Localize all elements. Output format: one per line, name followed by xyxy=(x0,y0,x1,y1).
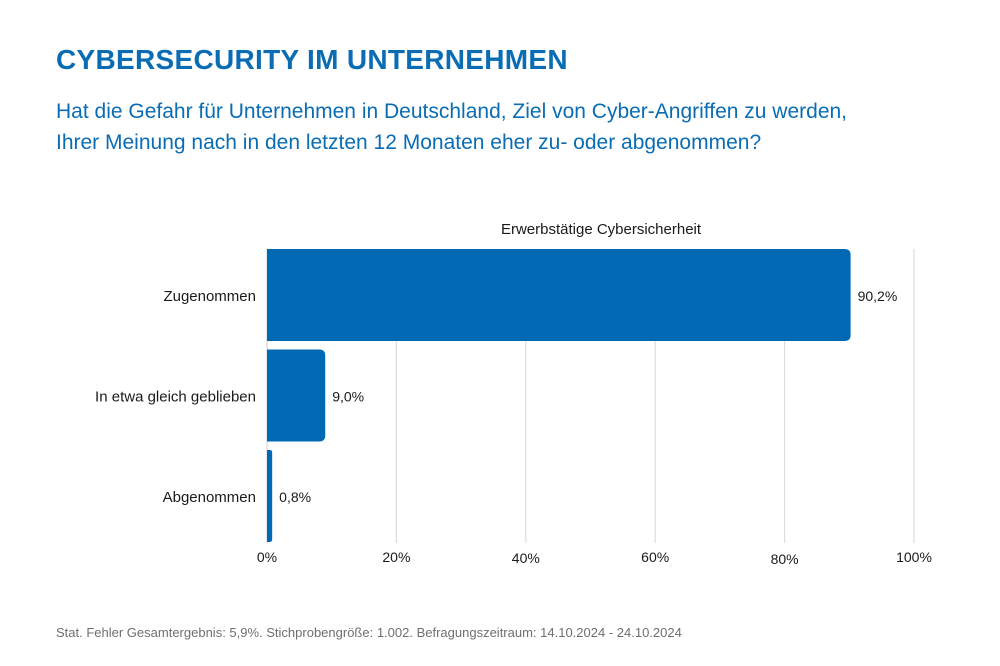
x-tick-label: 100% xyxy=(896,549,932,565)
x-tick-label: 0% xyxy=(257,549,277,565)
bar-2 xyxy=(267,450,273,542)
bar-0 xyxy=(267,249,851,341)
x-axis-ticks: 0% 20% 40% 60% 80% 100% xyxy=(257,549,932,567)
bar-1 xyxy=(267,349,326,442)
x-tick-label: 40% xyxy=(512,550,540,566)
value-label: 0,8% xyxy=(279,489,311,505)
category-labels: Zugenommen In etwa gleich geblieben Abgeno… xyxy=(95,288,256,506)
x-tick-label: 20% xyxy=(382,549,410,565)
category-label: Zugenommen xyxy=(163,288,256,305)
bars xyxy=(267,249,851,542)
footnote: Stat. Fehler Gesamtergebnis: 5,9%. Stich… xyxy=(56,625,682,640)
survey-question-line-2: Ihrer Meinung nach in den letzten 12 Mon… xyxy=(56,131,762,154)
x-tick-label: 60% xyxy=(641,549,669,565)
survey-question-line-1: Hat die Gefahr für Unternehmen in Deutsc… xyxy=(56,100,848,123)
page-title: CYBERSECURITY IM UNTERNEHMEN xyxy=(56,44,568,75)
value-labels: 90,2% 9,0% 0,8% xyxy=(279,288,897,505)
survey-question: Hat die Gefahr für Unternehmen in Deutsc… xyxy=(56,96,956,158)
chart-title: Erwerbstätige Cybersicherheit xyxy=(501,221,702,238)
value-label: 90,2% xyxy=(858,288,898,304)
value-label: 9,0% xyxy=(332,389,364,405)
category-label: Abgenommen xyxy=(163,489,256,506)
x-tick-label: 80% xyxy=(771,551,799,567)
category-label: In etwa gleich geblieben xyxy=(95,389,256,406)
